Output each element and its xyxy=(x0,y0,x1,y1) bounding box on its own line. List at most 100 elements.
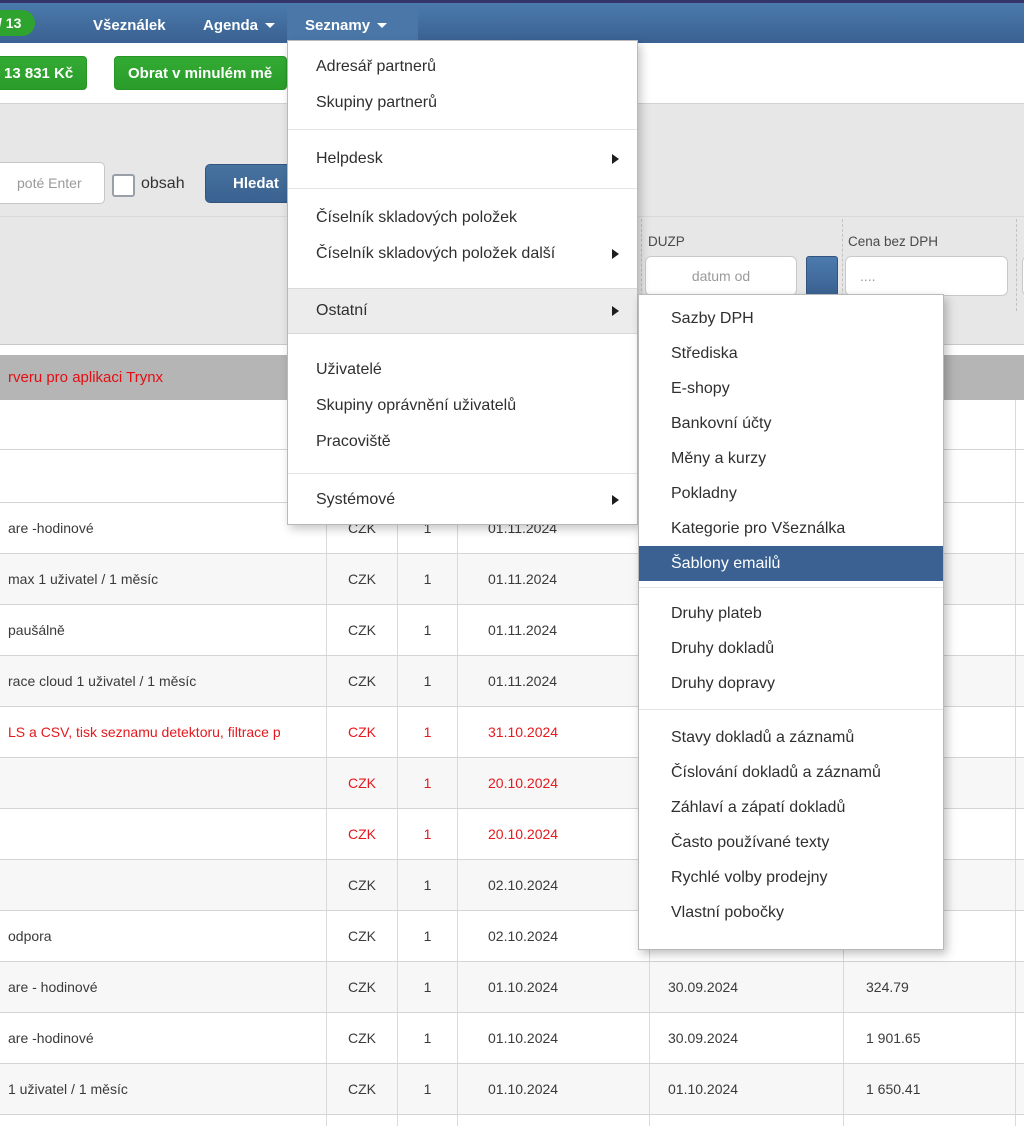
cell-date: 01.10.2024 xyxy=(458,1013,650,1063)
cell-name: paušálně xyxy=(0,605,327,655)
duzp-date-from-input[interactable] xyxy=(645,256,797,296)
menu-item-ostatni[interactable]: Ostatní xyxy=(288,288,637,334)
submenu-item-label: Střediska xyxy=(671,345,738,362)
cell-name: max 1 uživatel / 1 měsíc xyxy=(0,554,327,604)
menu-item-skupiny-partneru[interactable]: Skupiny partnerů xyxy=(288,85,637,121)
submenu-item-casto-pouzivane-texty[interactable]: Často používané texty xyxy=(639,825,943,860)
cell-extra xyxy=(1016,911,1024,961)
cell-extra xyxy=(1016,503,1024,553)
menu-section: Uživatelé Skupiny oprávnění uživatelů Prac… xyxy=(288,339,637,473)
menu-item-systemove[interactable]: Systémové xyxy=(288,482,637,518)
submenu-item-pokladny[interactable]: Pokladny xyxy=(639,476,943,511)
submenu-item-meny-a-kurzy[interactable]: Měny a kurzy xyxy=(639,441,943,476)
submenu-arrow-icon xyxy=(612,249,619,259)
content-search-checkbox[interactable] xyxy=(112,174,135,197)
submenu-item-zahlavi-a-zapati-dokladu[interactable]: Záhlaví a zápatí dokladů xyxy=(639,790,943,825)
submenu-item-cislovani-dokladu-a-zaznamu[interactable]: Číslování dokladů a záznamů xyxy=(639,755,943,790)
cell-price xyxy=(844,860,1016,910)
notice-text: rveru pro aplikaci Trynx xyxy=(8,369,164,386)
turnover-button[interactable]: Obrat v minulém mě xyxy=(114,56,287,90)
submenu-item-sazby-dph[interactable]: Sazby DPH xyxy=(639,301,943,336)
menu-item-label: Adresář partnerů xyxy=(316,58,437,75)
submenu-item-bankovni-ucty[interactable]: Bankovní účty xyxy=(639,406,943,441)
cell-name xyxy=(0,809,327,859)
submenu-section: Stavy dokladů a záznamů Číslování dokladů… xyxy=(639,709,943,940)
cell-price xyxy=(844,707,1016,757)
submenu-item-druhy-plateb[interactable]: Druhy plateb xyxy=(639,596,943,631)
balance-button[interactable]: 13 831 Kč xyxy=(0,56,88,90)
cell-currency: CZK xyxy=(327,809,398,859)
cell-price xyxy=(844,809,1016,859)
table-row[interactable]: are - hodinové CZK 1 01.10.2024 30.09.2024 32… xyxy=(0,962,1024,1013)
nav-item-agenda[interactable]: Agenda xyxy=(185,6,293,46)
cell xyxy=(327,1115,398,1126)
submenu-item-e-shopy[interactable]: E-shopy xyxy=(639,371,943,406)
cell-name: are -hodinové xyxy=(0,503,327,553)
search-input[interactable] xyxy=(0,162,105,204)
table-row[interactable]: are -hodinové CZK 1 01.10.2024 30.09.2024 1 9… xyxy=(0,1013,1024,1064)
submenu-item-strediska[interactable]: Střediska xyxy=(639,336,943,371)
ostatni-submenu: Sazby DPH Střediska E-shopy Bankovní účty Mě… xyxy=(638,294,944,950)
submenu-item-label: E-shopy xyxy=(671,380,730,397)
cell-price xyxy=(844,911,1016,961)
submenu-item-vlastni-pobocky[interactable]: Vlastní pobočky xyxy=(639,895,943,930)
cell-qty: 1 xyxy=(398,656,458,706)
cell-extra xyxy=(1016,1115,1024,1126)
cell-date: 02.10.2024 xyxy=(458,911,650,961)
submenu-item-rychle-volby-prodejny[interactable]: Rychlé volby prodejny xyxy=(639,860,943,895)
submenu-item-sablony-emailu[interactable]: Šablony emailů xyxy=(639,546,943,581)
cell-qty: 1 xyxy=(398,911,458,961)
cell-extra xyxy=(1016,860,1024,910)
cell-date: 31.10.2024 xyxy=(458,707,650,757)
cell-currency: CZK xyxy=(327,758,398,808)
nav-item-vseznalek[interactable]: Všeználek xyxy=(93,17,166,34)
menu-item-helpdesk[interactable]: Helpdesk xyxy=(288,141,637,177)
submenu-item-druhy-dopravy[interactable]: Druhy dopravy xyxy=(639,666,943,701)
menu-item-adresar-partneru[interactable]: Adresář partnerů xyxy=(288,49,637,85)
cell-extra xyxy=(1016,707,1024,757)
cell-extra xyxy=(1016,656,1024,706)
submenu-section: Druhy plateb Druhy dokladů Druhy dopravy xyxy=(639,587,943,709)
menu-item-label: Skupiny partnerů xyxy=(316,94,437,111)
menu-item-ciselnik-skladovych-polozek-dalsi[interactable]: Číselník skladových položek další xyxy=(288,236,637,272)
submenu-item-label: Měny a kurzy xyxy=(671,450,767,467)
cell-name: are -hodinové xyxy=(0,1013,327,1063)
cell-date: 20.10.2024 xyxy=(458,809,650,859)
nav-item-seznamy[interactable]: Seznamy xyxy=(287,6,418,46)
menu-item-label: Číselník skladových položek xyxy=(316,209,517,226)
price-filter-input[interactable] xyxy=(845,256,1008,296)
menu-item-pracoviste[interactable]: Pracoviště xyxy=(288,424,637,460)
menu-item-label: Ostatní xyxy=(316,302,368,319)
cell-name: race cloud 1 uživatel / 1 měsíc xyxy=(0,656,327,706)
submenu-item-label: Často používané texty xyxy=(671,834,830,851)
submenu-item-label: Druhy dopravy xyxy=(671,675,776,692)
cell-price xyxy=(844,503,1016,553)
cell-currency: CZK xyxy=(327,605,398,655)
cell-qty: 1 xyxy=(398,860,458,910)
submenu-item-label: Sazby DPH xyxy=(671,310,754,327)
menu-item-uzivatele[interactable]: Uživatelé xyxy=(288,352,637,388)
menu-section: Adresář partnerů Skupiny partnerů xyxy=(288,41,637,129)
notification-count-badge[interactable]: / 13 xyxy=(0,10,36,36)
submenu-item-druhy-dokladu[interactable]: Druhy dokladů xyxy=(639,631,943,666)
column-separator xyxy=(641,219,642,311)
cell-name: 1 uživatel / 1 měsíc xyxy=(0,1064,327,1114)
submenu-item-label: Kategorie pro Všeználka xyxy=(671,520,846,537)
menu-section: Helpdesk xyxy=(288,129,637,188)
table-row[interactable] xyxy=(0,1115,1024,1126)
submenu-item-kategorie-pro-vseznalka[interactable]: Kategorie pro Všeználka xyxy=(639,511,943,546)
cell-currency: CZK xyxy=(327,707,398,757)
menu-item-ciselnik-skladovych-polozek[interactable]: Číselník skladových položek xyxy=(288,200,637,236)
cell-qty: 1 xyxy=(398,503,458,553)
cell-currency: CZK xyxy=(327,1013,398,1063)
submenu-item-stavy-dokladu-a-zaznamu[interactable]: Stavy dokladů a záznamů xyxy=(639,720,943,755)
submenu-item-label: Pokladny xyxy=(671,485,737,502)
menu-section: Ostatní xyxy=(288,288,637,334)
cell-duzp: 01.10.2024 xyxy=(650,1064,844,1114)
menu-item-skupiny-opravneni-uzivatelu[interactable]: Skupiny oprávnění uživatelů xyxy=(288,388,637,424)
cell-qty: 1 xyxy=(398,758,458,808)
table-row[interactable]: 1 uživatel / 1 měsíc CZK 1 01.10.2024 01.10.… xyxy=(0,1064,1024,1115)
cell-name xyxy=(0,758,327,808)
duzp-calendar-button[interactable] xyxy=(806,256,838,296)
